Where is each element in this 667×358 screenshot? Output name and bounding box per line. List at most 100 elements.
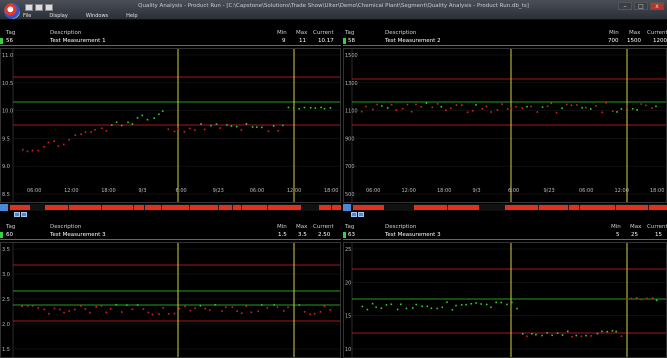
timebar-segment [480, 205, 504, 210]
data-point [110, 124, 113, 126]
quick-access-toolbar [25, 4, 55, 13]
data-point [571, 335, 573, 338]
data-point [313, 312, 316, 315]
data-point [606, 330, 609, 333]
data-point [460, 104, 463, 106]
data-point [466, 111, 469, 114]
data-point [194, 129, 196, 131]
data-point [485, 303, 488, 306]
scroll-right-button[interactable] [21, 212, 27, 217]
event-timebar[interactable] [0, 204, 341, 211]
data-point [455, 304, 457, 307]
data-point [53, 140, 56, 143]
y-tick-label: 3.5 [2, 247, 10, 253]
data-point [536, 111, 539, 113]
min-header: Min [609, 30, 619, 36]
timebar-segment [302, 205, 318, 210]
scroll-left-button[interactable] [14, 212, 20, 217]
y-tick-label: 10.0 [2, 109, 13, 115]
data-point [177, 127, 180, 130]
data-point [615, 330, 618, 333]
data-point [142, 308, 145, 310]
tag-value[interactable]: 63 [348, 232, 355, 238]
data-point [506, 303, 508, 306]
close-button[interactable]: x [650, 2, 664, 10]
event-timebar[interactable] [343, 204, 667, 211]
timebar-handle [343, 204, 351, 211]
app-logo-icon[interactable] [4, 3, 20, 19]
data-point [293, 107, 295, 109]
tag-value[interactable]: 60 [6, 232, 13, 238]
x-tick-label: 06:00 [579, 188, 593, 194]
x-tick-label: 12:00 [402, 188, 416, 194]
data-point [441, 306, 444, 309]
data-point [506, 108, 509, 110]
data-point [84, 131, 87, 133]
title-bar: Quality Analysis - Product Run - [C:\Cap… [0, 0, 667, 20]
data-point [431, 106, 434, 109]
data-point [293, 304, 295, 307]
min-value: 1.5 [278, 232, 287, 238]
minimize-button[interactable]: – [618, 2, 632, 10]
current-header: Current [313, 224, 334, 230]
trend-plot: 3.5 3.0 2.5 2.0 1.5 [2, 243, 340, 357]
print-icon[interactable] [45, 4, 53, 11]
data-point [440, 105, 443, 108]
data-point [151, 313, 154, 316]
data-point [235, 125, 238, 128]
timebar-segment [233, 205, 241, 210]
trend-chart[interactable]: 1500 1300 1100 900 700 500 06:00 12:00 18:00 9/3 6… [343, 48, 667, 203]
data-point [500, 301, 502, 304]
save-icon[interactable] [25, 4, 33, 11]
trend-chart[interactable]: 11.0 10.5 10.0 9.5 9.0 8.5 06:00 12:00 18:00 9/3 6… [0, 48, 341, 203]
data-point [298, 107, 300, 110]
data-point [375, 306, 377, 308]
x-tick-label: 18:00 [650, 188, 664, 194]
trend-chart[interactable]: 25 20 15 10 [343, 242, 667, 358]
data-point [105, 130, 108, 132]
tag-value[interactable]: 58 [348, 38, 355, 44]
data-point [245, 305, 248, 307]
data-point [153, 117, 155, 119]
data-point [240, 312, 243, 315]
menu-display[interactable]: Display [49, 13, 68, 19]
data-point [84, 308, 87, 310]
data-point [655, 105, 657, 108]
tag-color-indicator [343, 38, 346, 44]
x-tick-label: 6:00 [508, 188, 519, 194]
data-point [566, 330, 569, 333]
timebar-segment [353, 205, 384, 210]
min-value: 5 [616, 232, 620, 238]
data-point [425, 102, 428, 104]
menu-windows[interactable]: Windows [85, 13, 109, 19]
scroll-right-button[interactable] [358, 212, 364, 217]
trend-plot: 25 20 15 10 [345, 243, 666, 357]
trend-chart[interactable]: 3.5 3.0 2.5 2.0 1.5 [0, 242, 341, 358]
menu-file[interactable]: File [23, 13, 32, 19]
y-tick-label: 1500 [345, 53, 358, 59]
data-point [495, 301, 497, 304]
data-point [255, 126, 258, 128]
y-tick-label: 1100 [345, 109, 358, 115]
data-point [565, 103, 568, 106]
data-point [37, 149, 40, 152]
x-tick-label: 9/23 [213, 188, 224, 194]
menu-help[interactable]: Help [126, 13, 138, 19]
data-point [526, 105, 528, 108]
maximize-button[interactable]: □ [634, 2, 648, 10]
scroll-left-button[interactable] [351, 212, 357, 217]
data-point [631, 107, 634, 110]
y-tick-label: 1300 [345, 81, 358, 87]
open-icon[interactable] [35, 4, 43, 11]
tag-value[interactable]: 56 [6, 38, 13, 44]
x-tick-label: 06:00 [27, 188, 41, 194]
data-point [162, 307, 164, 309]
data-point [541, 334, 543, 337]
data-point [158, 113, 160, 116]
data-point [430, 307, 433, 310]
data-point [173, 130, 176, 133]
max-value: 11 [299, 38, 306, 44]
y-tick-label: 10 [345, 347, 351, 353]
data-point [178, 307, 180, 310]
data-point [200, 123, 202, 125]
